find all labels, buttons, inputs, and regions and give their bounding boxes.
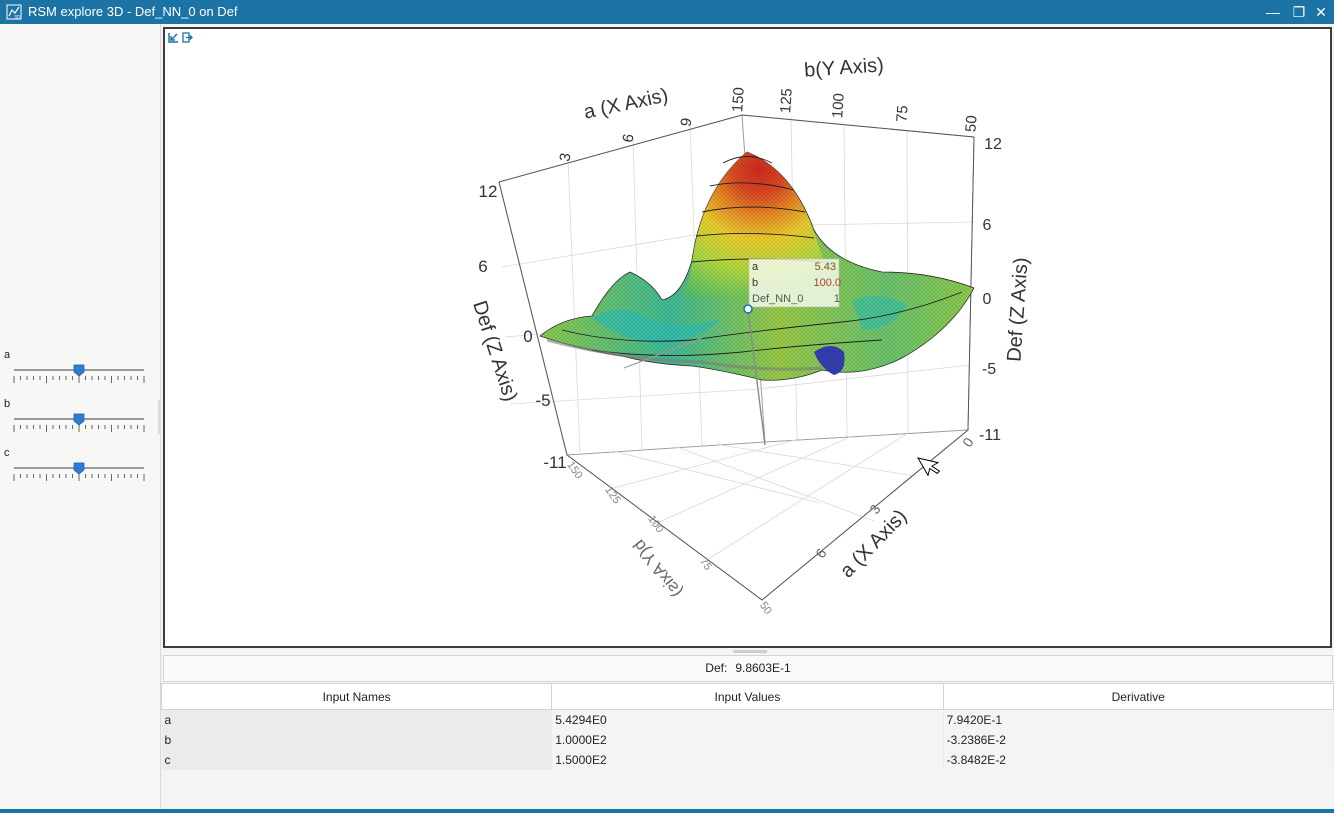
readout-value: 9.8603E-1 <box>735 661 791 675</box>
cell-input-value[interactable]: 1.0000E2 <box>551 730 944 750</box>
z-tick-left-label: -11 <box>543 453 566 472</box>
inputs-table: Input Names Input Values Derivative a 5.… <box>160 683 1334 770</box>
cell-derivative: -3.8482E-2 <box>943 750 1334 770</box>
axis-box <box>498 114 975 601</box>
cell-input-name: a <box>161 709 553 730</box>
svg-text:3D: 3D <box>14 15 21 20</box>
window-title: RSM explore 3D - Def_NN_0 on Def <box>28 4 238 19</box>
cell-input-value[interactable]: 1.5000E2 <box>551 750 944 770</box>
y-tick-top-label: 100 <box>829 93 848 119</box>
z-tick-right-label: 12 <box>984 136 1002 153</box>
floor-grid <box>565 429 970 601</box>
z-tick-right-label: -11 <box>979 427 1001 444</box>
tooltip-value-b: 100.0 <box>813 277 841 289</box>
slider-thumb[interactable] <box>73 413 85 426</box>
table-row[interactable]: a 5.4294E0 7.9420E-1 <box>161 709 1334 730</box>
probe-tooltip: a 5.43 b 100.0 Def_NN_0 1 <box>748 258 841 308</box>
sidebar-inputs: a b c <box>0 24 161 809</box>
cell-input-name: c <box>161 750 553 770</box>
z-tick-right-label: 6 <box>983 217 992 234</box>
column-header-input-values[interactable]: Input Values <box>551 683 944 710</box>
table-row[interactable]: c 1.5000E2 -3.8482E-2 <box>161 750 1334 770</box>
slider-label-a: a <box>4 349 11 361</box>
cell-derivative: 7.9420E-1 <box>943 709 1334 730</box>
y-tick-bottom-label: 125 <box>602 484 622 506</box>
app-3d-icon: 3D <box>6 4 22 20</box>
y-axis-title-bottom: b(Y Axis) <box>629 536 686 601</box>
z-tick-left-label: 0 <box>523 327 532 346</box>
z-tick-right-label: 0 <box>983 291 992 308</box>
probe-projection <box>623 337 703 369</box>
x-axis-title-top: a (X Axis) <box>582 84 670 123</box>
table-header-row: Input Names Input Values Derivative <box>160 683 1334 710</box>
z-tick-right-label: -5 <box>982 361 996 378</box>
vertical-splitter[interactable] <box>158 400 161 434</box>
tooltip-name-b: b <box>752 277 758 289</box>
x-tick-bottom-label: 6 <box>812 545 830 561</box>
minimize-button[interactable]: — <box>1266 4 1280 20</box>
tooltip-value-a: 5.43 <box>815 261 836 273</box>
horizontal-splitter[interactable] <box>733 650 767 653</box>
x-tick-bottom-label: 0 <box>959 434 977 450</box>
slider-b[interactable] <box>12 413 146 437</box>
x-tick-top-label: 3 <box>556 152 574 163</box>
column-header-derivative[interactable]: Derivative <box>942 683 1334 710</box>
mouse-cursor-icon <box>916 457 941 477</box>
export-icon[interactable] <box>182 32 193 43</box>
slider-label-b: b <box>4 398 11 410</box>
window-bottom-border <box>0 809 1334 813</box>
x-tick-bottom-label: 3 <box>866 501 884 517</box>
y-tick-bottom-label: 75 <box>697 556 714 573</box>
zoom-extent-icon[interactable] <box>168 32 179 43</box>
y-tick-top-label: 50 <box>962 115 980 133</box>
slider-a[interactable] <box>12 364 146 388</box>
close-button[interactable]: ✕ <box>1315 4 1327 20</box>
tooltip-value-def: 1 <box>834 293 840 305</box>
slider-c[interactable] <box>12 462 146 486</box>
y-tick-top-label: 125 <box>777 88 796 114</box>
y-tick-bottom-label: 50 <box>757 600 774 617</box>
slider-thumb[interactable] <box>73 462 85 475</box>
slider-label-c: c <box>4 447 10 459</box>
y-tick-top-label: 75 <box>893 105 911 123</box>
y-tick-bottom-label: 150 <box>564 459 584 481</box>
column-header-input-names[interactable]: Input Names <box>160 683 553 710</box>
y-tick-bottom-label: 100 <box>645 513 665 535</box>
table-row[interactable]: b 1.0000E2 -3.2386E-2 <box>161 730 1334 750</box>
title-bar: 3D RSM explore 3D - Def_NN_0 on Def — ❐ … <box>0 0 1334 24</box>
cell-input-name: b <box>161 730 553 750</box>
tooltip-name-def: Def_NN_0 <box>752 293 803 305</box>
z-tick-left-label: 12 <box>479 182 498 201</box>
y-tick-top-label: 150 <box>729 87 748 113</box>
surface-plot-3d[interactable]: a 5.43 b 100.0 Def_NN_0 1 b(Y Axis) a (X… <box>165 29 1330 646</box>
probe-point[interactable] <box>743 304 753 314</box>
z-axis-title-left: Def (Z Axis) <box>468 298 521 404</box>
plot-panel[interactable]: a 5.43 b 100.0 Def_NN_0 1 b(Y Axis) a (X… <box>163 27 1332 648</box>
cell-derivative: -3.2386E-2 <box>943 730 1334 750</box>
y-axis-title-top: b(Y Axis) <box>803 54 884 82</box>
x-tick-top-label: 6 <box>619 133 637 144</box>
tooltip-name-a: a <box>752 261 759 273</box>
x-axis-title-bottom: a (X Axis) <box>836 505 911 582</box>
cell-input-value[interactable]: 5.4294E0 <box>551 709 944 730</box>
readout-label: Def: <box>705 661 728 675</box>
response-readout: Def: 9.8603E-1 <box>163 655 1333 682</box>
x-tick-top-label: 9 <box>677 117 695 128</box>
restore-button[interactable]: ❐ <box>1292 4 1306 20</box>
slider-thumb[interactable] <box>73 364 85 377</box>
z-tick-left-label: 6 <box>478 257 487 276</box>
z-tick-left-label: -5 <box>535 391 550 410</box>
probe-line <box>747 309 766 446</box>
z-axis-title-right: Def (Z Axis) <box>1003 257 1032 363</box>
